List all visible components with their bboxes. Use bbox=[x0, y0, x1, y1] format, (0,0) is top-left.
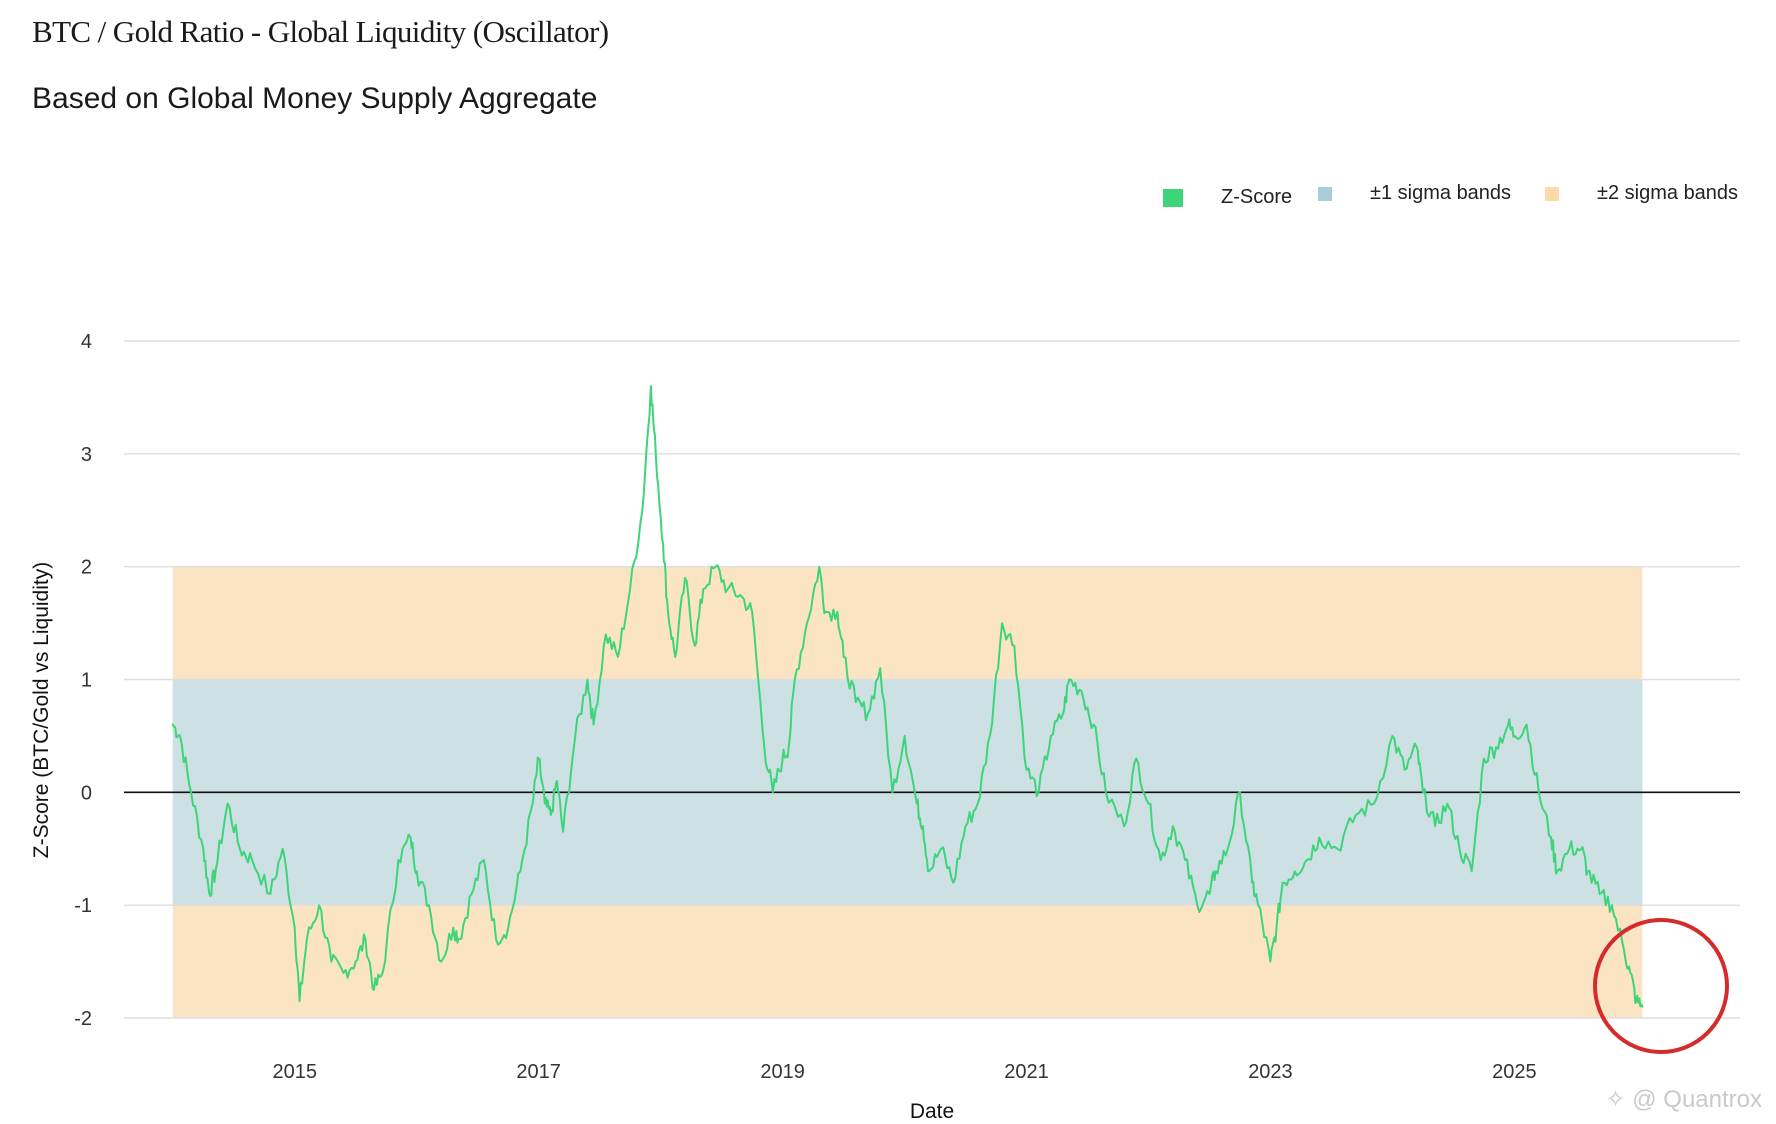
legend-item-2-sigma[interactable]: ±2 sigma bands bbox=[1545, 182, 1738, 205]
chart-title: BTC / Gold Ratio - Global Liquidity (Osc… bbox=[32, 14, 609, 49]
legend-item-1-sigma[interactable]: ±1 sigma bands bbox=[1318, 182, 1511, 205]
y-tick-label: -1 bbox=[74, 895, 92, 917]
watermark-logo-icon: ✧ bbox=[1605, 1086, 1633, 1113]
y-tick-label: 0 bbox=[81, 782, 92, 804]
series-layer bbox=[171, 385, 1644, 1008]
gridlines bbox=[124, 340, 1740, 1019]
series-line-z-score bbox=[171, 385, 1644, 1008]
y-tick-label: 1 bbox=[81, 670, 92, 692]
x-tick-label: 2021 bbox=[1004, 1061, 1049, 1083]
highlight-circle bbox=[1593, 918, 1729, 1054]
x-tick-label: 2025 bbox=[1492, 1061, 1537, 1083]
y-tick-label: 2 bbox=[81, 557, 92, 579]
y-axis-ticks: 4 3 2 1 0 -1 -2 bbox=[74, 331, 92, 1030]
legend-swatch-2-sigma bbox=[1545, 186, 1559, 201]
x-tick-label: 2017 bbox=[516, 1061, 561, 1083]
y-axis-title: Z-Score (BTC/Gold vs Liquidity) bbox=[30, 562, 53, 858]
y-tick-label: -2 bbox=[74, 1008, 92, 1030]
legend-item-z-score[interactable]: Z-Score bbox=[1163, 186, 1292, 209]
watermark-text: @ Quantrox bbox=[1632, 1086, 1762, 1113]
watermark: ✧ @ Quantrox bbox=[1605, 1085, 1762, 1114]
x-axis-title: Date bbox=[910, 1100, 954, 1123]
legend-label-1-sigma: ±1 sigma bands bbox=[1370, 182, 1512, 204]
x-axis-ticks: 2015 2017 2019 2021 2023 2025 bbox=[272, 1061, 1536, 1083]
legend-swatch-1-sigma bbox=[1318, 186, 1332, 201]
y-tick-label: 3 bbox=[81, 444, 92, 466]
legend-swatch-z-score bbox=[1163, 188, 1183, 207]
legend-label-2-sigma: ±2 sigma bands bbox=[1597, 182, 1739, 204]
x-tick-label: 2023 bbox=[1248, 1061, 1293, 1083]
chart-subtitle: Based on Global Money Supply Aggregate bbox=[32, 82, 598, 115]
legend: Z-Score ±1 sigma bands ±2 sigma bands bbox=[0, 182, 1776, 216]
x-tick-label: 2015 bbox=[272, 1061, 317, 1083]
legend-label-z-score: Z-Score bbox=[1221, 186, 1293, 208]
x-tick-label: 2019 bbox=[760, 1061, 805, 1083]
y-tick-label: 4 bbox=[81, 331, 92, 353]
